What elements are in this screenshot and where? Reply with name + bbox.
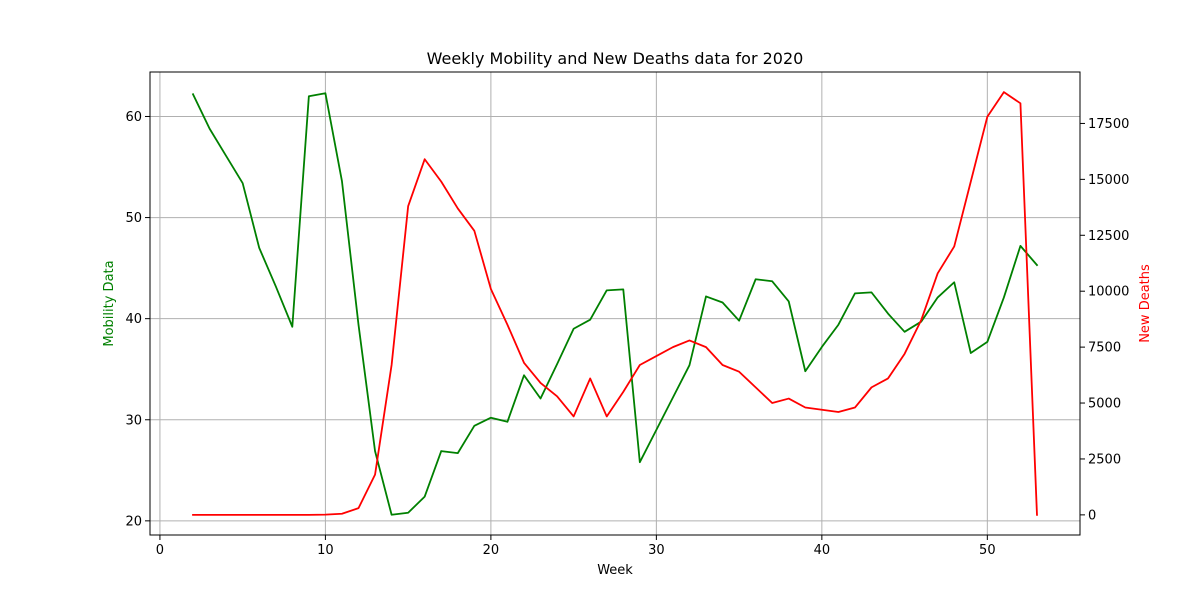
chart-title: Weekly Mobility and New Deaths data for … — [427, 49, 804, 68]
x-axis-title: Week — [597, 563, 633, 578]
y-right-tick-label: 10000 — [1088, 285, 1129, 300]
y-right-tick-label: 5000 — [1088, 397, 1121, 412]
y-axis-left-title: Mobility Data — [102, 260, 117, 346]
y-right-tick-label: 0 — [1088, 508, 1096, 523]
y-left-tick-label: 20 — [125, 514, 142, 529]
y-left-tick-label: 40 — [125, 312, 142, 327]
grid-lines — [150, 72, 1080, 535]
series-lines — [191, 91, 1039, 516]
plot-frame — [149, 71, 1081, 536]
y-left-tick-label: 60 — [125, 110, 142, 125]
y-left-tick-label: 50 — [125, 211, 142, 226]
x-tick-label: 20 — [483, 543, 500, 558]
x-tick-label: 50 — [979, 543, 996, 558]
x-tick-label: 0 — [156, 543, 164, 558]
x-tick-label: 10 — [317, 543, 334, 558]
series-line-right — [192, 91, 1038, 516]
series-line-left — [191, 92, 1039, 516]
x-tick-label: 30 — [648, 543, 665, 558]
axis-ticks: 0 10 20 30 40 50 20 30 40 50 60 0 2500 5000 7500 10000 1… — [125, 110, 1129, 558]
y-right-tick-label: 7500 — [1088, 341, 1121, 356]
x-tick-label: 40 — [814, 543, 831, 558]
y-right-tick-label: 17500 — [1088, 117, 1129, 132]
y-right-tick-label: 2500 — [1088, 452, 1121, 467]
y-axis-right-title: New Deaths — [1138, 264, 1153, 343]
y-right-tick-label: 12500 — [1088, 229, 1129, 244]
y-left-tick-label: 30 — [125, 413, 142, 428]
y-right-tick-label: 15000 — [1088, 173, 1129, 188]
